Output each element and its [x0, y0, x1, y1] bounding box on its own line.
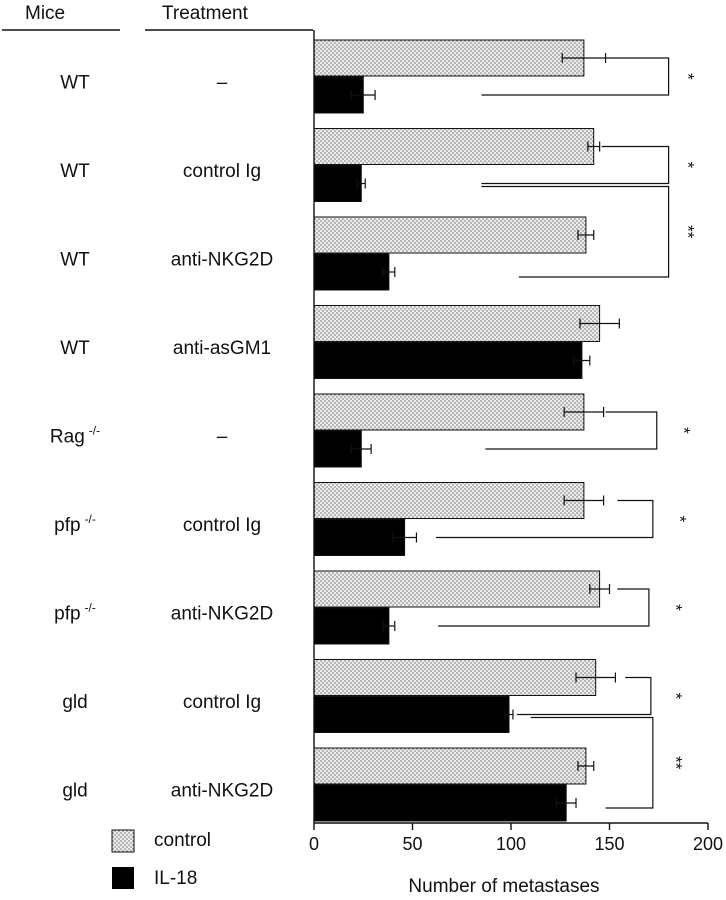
significance-label: ** [678, 225, 697, 239]
significance-label: ** [667, 756, 686, 770]
error-bar [577, 761, 595, 771]
bar-il18 [313, 165, 362, 202]
error-bar [589, 584, 611, 594]
legend-swatch-control [111, 829, 135, 853]
significance-bracket [436, 499, 654, 539]
legend-swatch-il18 [112, 867, 134, 889]
treatment-label: – [217, 73, 228, 94]
error-bar [577, 230, 595, 240]
significance-label: * [678, 73, 697, 80]
mice-label: WT [60, 73, 90, 94]
treatment-label: – [217, 427, 228, 448]
treatment-label: anti-asGM1 [173, 338, 271, 359]
error-bar [555, 798, 577, 808]
bar-control [313, 570, 601, 608]
x-axis: 0 50 100 150 200 [309, 30, 723, 854]
x-tick-label: 200 [693, 834, 723, 854]
bar-il18 [313, 607, 390, 645]
significance-bracket [530, 716, 654, 809]
error-bar [356, 178, 366, 189]
error-bar [382, 621, 396, 631]
treatment-label: control Ig [183, 161, 261, 182]
mice-label: WT [60, 161, 90, 182]
treatment-label: anti-NKG2D [171, 604, 273, 625]
mice-label: WT [60, 250, 90, 271]
x-tick-label: 100 [496, 834, 526, 854]
treatment-label: control Ig [183, 692, 261, 713]
error-bar [350, 444, 372, 454]
mice-label: Rag -/- [50, 424, 100, 448]
bar-il18 [313, 784, 567, 822]
mice-label: gld [62, 781, 87, 802]
x-tick-label: 0 [309, 834, 319, 854]
mice-label: gld [62, 692, 87, 713]
significance-bracket [481, 57, 670, 96]
mice-label: pfp -/- [54, 512, 96, 536]
x-tick-label: 150 [594, 834, 624, 854]
error-bar [587, 141, 601, 152]
bars [313, 39, 620, 822]
significance-label: * [678, 162, 697, 169]
error-bar [573, 355, 591, 366]
legend-label-il18: IL-18 [154, 868, 197, 889]
bar-control [313, 482, 585, 519]
significance-bracket [481, 185, 670, 278]
significance-label: * [674, 427, 693, 434]
error-bar [575, 672, 617, 683]
treatment-label: control Ig [183, 515, 261, 536]
bar-il18 [313, 342, 583, 379]
significance-label: * [671, 516, 690, 523]
significance-label: * [667, 604, 686, 611]
bar-control [313, 393, 585, 431]
significance-label: * [667, 693, 686, 700]
mice-label: WT [60, 338, 90, 359]
error-bar [504, 709, 514, 720]
significance-bracket [481, 145, 670, 185]
bar-control [313, 216, 587, 254]
treatment-label: anti-NKG2D [171, 250, 273, 271]
error-bar [579, 318, 620, 329]
x-axis-label: Number of metastases [408, 876, 599, 897]
legend-label-control: control [154, 830, 211, 851]
bar-control [313, 659, 597, 696]
error-bar [563, 407, 605, 417]
error-bar [563, 495, 605, 506]
row-labels: WT – WT control Ig WT anti-NKG2D WT anti-asGM1 R… [50, 73, 273, 802]
error-bar [382, 267, 396, 277]
legend: control IL-18 [111, 829, 211, 889]
bar-control [313, 39, 585, 77]
bar-control [313, 747, 587, 785]
treatment-label: anti-NKG2D [171, 781, 273, 802]
header-mice: Mice [25, 3, 65, 24]
bar-il18 [313, 253, 390, 291]
mice-label: pfp -/- [54, 601, 96, 625]
bar-control [313, 305, 601, 342]
significance-bracket [438, 588, 650, 627]
significance-brackets: ********** [436, 57, 697, 809]
x-tick-label: 50 [402, 834, 422, 854]
bar-control [313, 128, 595, 165]
significance-bracket [485, 411, 658, 450]
bar-il18 [313, 696, 510, 733]
significance-bracket [516, 676, 652, 716]
bar-il18 [313, 519, 406, 556]
error-bar [392, 532, 418, 543]
header-treatment: Treatment [162, 3, 249, 24]
error-bar [350, 90, 376, 100]
